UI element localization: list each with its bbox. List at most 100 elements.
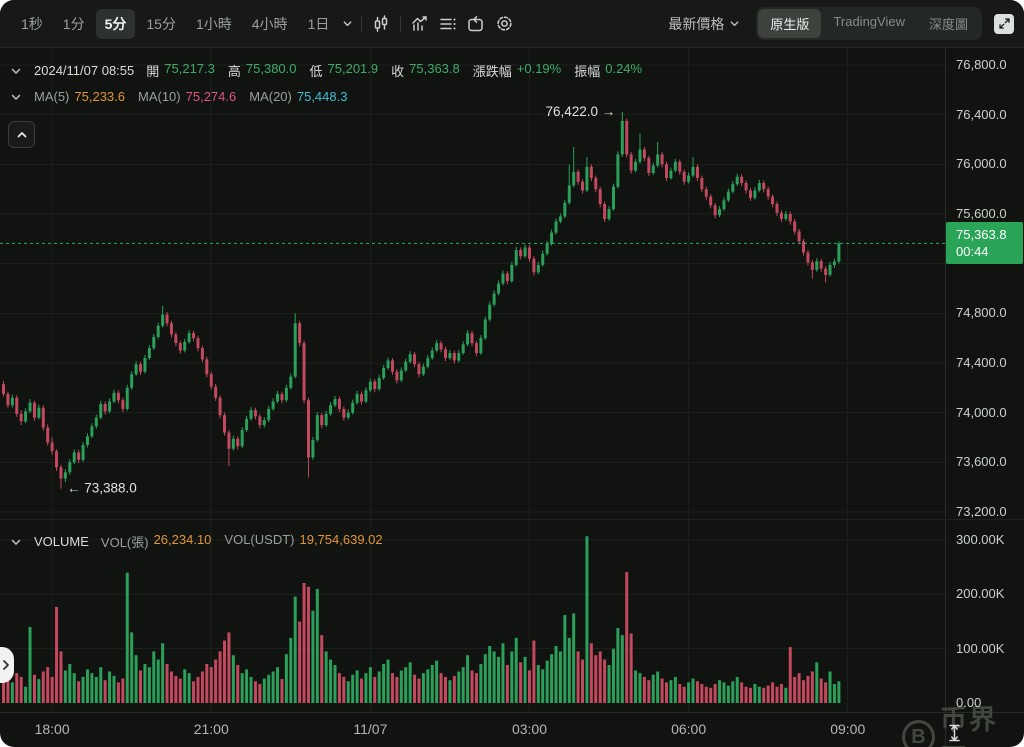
ohlc-legend: 2024/11/07 08:55 開 75,217.3 高 75,380.0 低 75,2… — [10, 61, 642, 80]
last-price-value: 75,363.8 — [956, 227, 1007, 243]
collapse-chevron-icon[interactable] — [10, 91, 22, 103]
ma-value: 75,448.3 — [296, 89, 348, 104]
field-value: 75,217.3 — [164, 61, 215, 76]
field-value: 0.24% — [605, 61, 643, 76]
field-label: 開 — [146, 64, 160, 79]
volume-title: VOLUME — [34, 534, 89, 549]
collapse-chevron-icon[interactable] — [10, 65, 22, 77]
field-value: 75,201.9 — [327, 61, 379, 76]
ma-label: MA(5) — [34, 89, 70, 104]
volume-axis-label: 0.00 — [956, 695, 982, 710]
time-axis-label: 06:00 — [671, 721, 707, 737]
candlestick-volume-canvas[interactable]: 76,422.0 → ← 73,388.0 — [0, 48, 945, 712]
ma-legend: MA(5) 75,233.6 MA(10) 75,274.6 MA(20) 75,448.… — [10, 89, 347, 104]
field-label: 收 — [391, 64, 405, 79]
ma-value: 75,274.6 — [185, 89, 237, 104]
volume-field: VOL(USDT) 19,754,639.02 — [224, 532, 382, 551]
time-axis-label: 09:00 — [830, 721, 866, 737]
ma-label: MA(10) — [138, 89, 181, 104]
panel-divider — [0, 519, 1024, 520]
latest-price-dropdown[interactable]: 最新價格 — [668, 14, 740, 34]
last-price-badge[interactable]: 75,363.8 00:44 — [946, 222, 1023, 265]
ohlc-field: 收 75,363.8 — [391, 61, 460, 80]
price-axis-label: 76,800.0 — [956, 57, 1007, 72]
price-axis-label: 74,400.0 — [956, 355, 1007, 370]
view-tab-原生版[interactable]: 原生版 — [758, 9, 822, 38]
collapse-chevron-icon[interactable] — [10, 536, 22, 548]
ohlc-field: 開 75,217.3 — [146, 61, 215, 80]
low-price-annotation: ← 73,388.0 — [67, 481, 137, 496]
timeframe-button-1分[interactable]: 1分 — [62, 15, 85, 32]
volume-axis-label: 200.00K — [956, 586, 1005, 602]
ma-field: MA(10) 75,274.6 — [138, 89, 236, 104]
ohlc-field: 低 75,201.9 — [310, 61, 379, 80]
ma-field: MA(20) 75,448.3 — [249, 89, 347, 104]
scroll-right-pill[interactable] — [0, 647, 14, 683]
candlestick-style-icon[interactable] — [367, 10, 395, 38]
price-axis-label: 74,000.0 — [956, 404, 1007, 420]
price-axis-divider — [945, 48, 946, 747]
volume-axis-label: 300.00K — [956, 532, 1005, 548]
volume-axis-label: 100.00K — [956, 640, 1005, 656]
chart-view-tabs: 原生版 TradingView 深度圖 — [756, 7, 982, 40]
volume-label: VOL(USDT) — [224, 532, 295, 547]
ohlc-field: 漲跌幅 +0.19% — [473, 61, 561, 80]
timeframe-button-5分[interactable]: 5分 — [95, 8, 136, 39]
field-label: 高 — [227, 64, 241, 79]
timeframe-button-4小時[interactable]: 4小時 — [251, 15, 288, 32]
price-axis-label: 74,800.0 — [956, 305, 1007, 321]
timeframe-button-1日[interactable]: 1日 — [307, 15, 330, 32]
latest-price-label: 最新價格 — [668, 15, 725, 32]
settings-gear-icon[interactable] — [490, 10, 518, 38]
ma-value: 75,233.6 — [74, 89, 125, 104]
price-axis-label: 76,400.0 — [956, 106, 1007, 122]
chevron-right-icon — [3, 660, 9, 670]
volume-label: VOL(張) — [100, 535, 149, 550]
collapse-panel-button[interactable] — [8, 121, 35, 148]
ohlc-fields: 開 75,217.3 高 75,380.0 低 75,201.9 收 75,363.8 漲跌幅 +… — [146, 61, 642, 80]
field-label: 低 — [309, 64, 323, 79]
chevron-down-icon — [731, 21, 739, 27]
time-axis-divider — [0, 712, 1024, 713]
time-axis-label: 18:00 — [34, 721, 70, 737]
volume-fields: VOL(張) 26,234.10 VOL(USDT) 19,754,639.02 — [101, 532, 383, 551]
volume-legend: VOLUME VOL(張) 26,234.10 VOL(USDT) 19,754,63… — [10, 532, 383, 551]
toolbar-divider — [361, 15, 363, 32]
watermark-text: 币界网 — [940, 705, 999, 747]
high-price-annotation: 76,422.0 → — [545, 104, 615, 119]
ma-field: MA(5) 75,233.6 — [34, 89, 125, 104]
volume-value: 19,754,639.02 — [299, 532, 383, 547]
price-axis-label: 73,600.0 — [956, 454, 1007, 470]
timeframe-group: 1秒 1分 5分 15分 1小時 4小時 1日 — [12, 8, 338, 39]
view-tab-深度圖[interactable]: 深度圖 — [928, 17, 968, 32]
field-value: +0.19% — [516, 61, 562, 76]
replay-icon[interactable] — [462, 10, 490, 38]
timeframe-button-1小時[interactable]: 1小時 — [195, 15, 232, 32]
volume-field: VOL(張) 26,234.10 — [101, 532, 212, 551]
watermark-logo-icon: B — [902, 720, 936, 747]
timeframe-button-1秒[interactable]: 1秒 — [21, 15, 43, 32]
line-chart-icon[interactable] — [406, 10, 434, 38]
ma-fields: MA(5) 75,233.6 MA(10) 75,274.6 MA(20) 75,448.… — [34, 89, 347, 104]
toolbar-divider — [400, 15, 402, 32]
price-axis-label: 75,600.0 — [956, 206, 1007, 221]
volume-value: 26,234.10 — [153, 532, 212, 547]
indicators-icon[interactable] — [434, 10, 462, 38]
timeframe-button-15分[interactable]: 15分 — [146, 15, 176, 32]
ohlc-field: 高 75,380.0 — [228, 61, 297, 80]
price-scale-adjust-icon[interactable] — [947, 723, 962, 747]
time-axis-label: 03:00 — [511, 721, 547, 737]
fullscreen-icon[interactable] — [994, 13, 1014, 34]
countdown-timer: 00:44 — [956, 244, 989, 260]
field-label: 漲跌幅 — [472, 64, 512, 79]
watermark: B 币界网 — [902, 698, 1024, 747]
ma-label: MA(20) — [249, 89, 292, 104]
chevron-up-icon — [17, 131, 26, 137]
price-axis-label: 76,000.0 — [956, 156, 1007, 172]
view-tab-TradingView[interactable]: TradingView — [833, 14, 905, 29]
timeframe-more-chevron-down-icon[interactable] — [338, 10, 356, 38]
ohlc-field: 振幅 0.24% — [574, 61, 642, 80]
legend-datetime: 2024/11/07 08:55 — [34, 63, 135, 78]
